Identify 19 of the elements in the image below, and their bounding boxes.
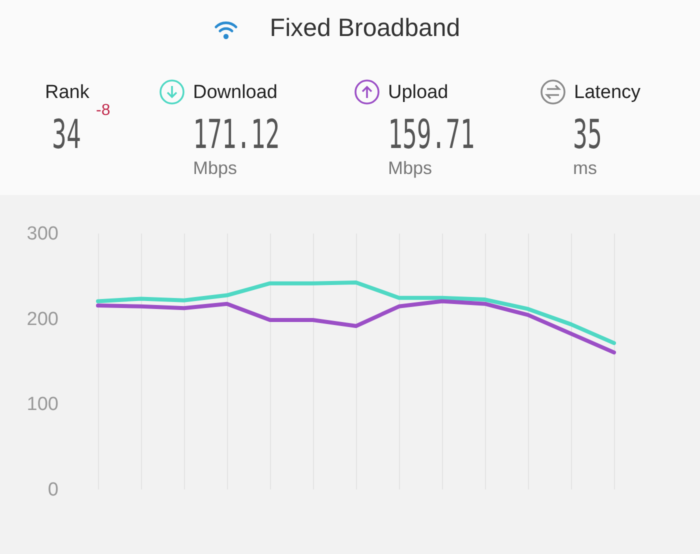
y-tick-label: 200 xyxy=(26,308,58,330)
text: 34 xyxy=(52,112,81,158)
line-series xyxy=(96,280,616,346)
y-tick-label: 0 xyxy=(48,480,58,500)
text: Rank xyxy=(45,82,90,104)
text: Mbps xyxy=(193,158,238,179)
text: Mbps xyxy=(388,158,432,179)
legend-label: Download xyxy=(193,82,278,104)
text: -8 xyxy=(96,102,110,120)
text: Latency xyxy=(574,82,641,104)
text: 35 xyxy=(573,112,602,158)
y-tick-label: 100 xyxy=(26,394,58,416)
chart-title: Fixed Broadband xyxy=(268,14,462,43)
legend-label: Upload xyxy=(388,82,448,104)
y-tick-label: 300 xyxy=(26,224,58,244)
text: 159.71 xyxy=(388,112,475,158)
line-series xyxy=(96,299,616,354)
text: ms xyxy=(573,158,597,179)
text: 171.12 xyxy=(193,112,280,158)
